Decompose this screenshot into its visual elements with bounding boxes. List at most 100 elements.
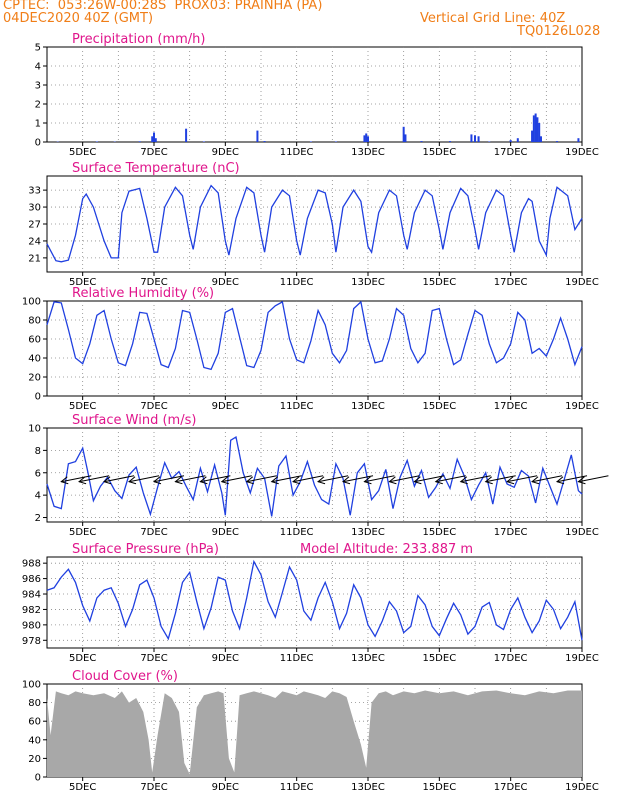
precip-bar	[202, 141, 205, 142]
precip-bar	[334, 141, 337, 142]
precip-bar	[138, 141, 141, 142]
series-line	[46, 435, 583, 517]
precip-bar	[538, 123, 541, 142]
y-tick-label: 27	[28, 220, 41, 231]
x-tick-label: 9DEC	[212, 147, 239, 158]
series-line	[46, 559, 583, 641]
wind-arrow-head	[60, 476, 69, 485]
wind-arrow-head	[220, 476, 229, 485]
panel-title: Relative Humidity (%)	[72, 286, 214, 301]
panel-title: Surface Wind (m/s)	[72, 413, 196, 428]
precip-bar	[539, 136, 542, 142]
x-tick-label: 11DEC	[280, 782, 314, 793]
x-tick-label: 11DEC	[280, 401, 314, 412]
wind-arrow-shaft	[485, 475, 516, 483]
y-tick-label: 4	[35, 62, 41, 73]
precip-bar	[532, 115, 535, 142]
y-tick-label: 984	[22, 590, 41, 601]
wind-arrow-head	[459, 476, 468, 485]
y-tick-label: 21	[28, 253, 41, 264]
x-tick-label: 9DEC	[212, 277, 239, 288]
x-tick-label: 11DEC	[280, 653, 314, 664]
x-tick-label: 7DEC	[140, 147, 167, 158]
y-tick-label: 6	[35, 468, 41, 479]
precip-bar	[531, 130, 534, 142]
y-tick-label: 20	[28, 754, 41, 765]
wind-arrow-head	[531, 476, 540, 485]
y-tick-label: 0	[35, 138, 41, 149]
plot-frame	[46, 46, 583, 143]
y-tick-label: 978	[22, 636, 41, 647]
x-tick-label: 5DEC	[69, 653, 96, 664]
wind-arrow-shaft	[200, 475, 231, 483]
x-tick-label: 17DEC	[494, 147, 528, 158]
wind-arrow-head	[341, 476, 351, 485]
x-tick-label: 7DEC	[140, 527, 167, 538]
x-tick-label: 19DEC	[565, 653, 599, 664]
y-tick-label: 982	[22, 605, 41, 616]
x-tick-label: 11DEC	[280, 527, 314, 538]
wind-arrow-shaft	[460, 475, 491, 483]
wind-arrow-shaft	[79, 475, 110, 483]
wind-arrow-shaft	[389, 475, 420, 483]
precip-bar	[309, 141, 312, 142]
wind-arrow-shaft	[435, 475, 466, 483]
header-station: CPTEC: 053:26W-00:28S PROX03: PRAINHA (P…	[3, 0, 323, 13]
x-tick-label: 19DEC	[565, 147, 599, 158]
wind-arrow-shaft	[556, 475, 588, 483]
x-tick-label: 5DEC	[69, 147, 96, 158]
precip-bar	[477, 136, 480, 142]
precip-bar	[449, 141, 452, 142]
header-model-code: TQ0126L028	[517, 24, 601, 39]
wind-arrow-head	[245, 476, 254, 485]
wind-arrow-shaft	[342, 475, 374, 483]
wind-arrow-head	[103, 476, 112, 485]
wind-arrow-head	[555, 476, 565, 485]
x-tick-label: 7DEC	[140, 782, 167, 793]
x-tick-label: 17DEC	[494, 653, 528, 664]
precip-bar	[470, 134, 473, 142]
panel-title: Cloud Cover (%)	[72, 669, 178, 684]
wind-arrow-shaft	[364, 475, 395, 483]
x-tick-label: 7DEC	[140, 277, 167, 288]
precip-bar	[153, 132, 155, 142]
x-tick-label: 15DEC	[422, 147, 456, 158]
plot-frame	[46, 556, 583, 649]
wind-arrow-shaft	[61, 475, 92, 483]
wind-arrow-shaft	[293, 475, 324, 483]
y-tick-label: 1	[35, 119, 41, 130]
x-tick-label: 19DEC	[565, 782, 599, 793]
wind-arrow-shaft	[317, 475, 349, 483]
wind-arrow-head	[270, 476, 279, 485]
series-line	[46, 184, 583, 263]
wind-arrow-shaft	[507, 475, 538, 483]
x-tick-label: 11DEC	[280, 147, 314, 158]
precip-bar	[474, 135, 476, 142]
panel-annotation: Model Altitude: 233.887 m	[300, 542, 473, 557]
wind-arrow-head	[152, 476, 162, 485]
y-tick-label: 988	[22, 559, 41, 570]
wind-arrow-shaft	[153, 475, 185, 483]
wind-arrow-shaft	[128, 475, 160, 483]
y-tick-label: 30	[28, 203, 41, 214]
wind-arrow-head	[127, 476, 137, 485]
x-tick-label: 13DEC	[351, 782, 385, 793]
y-tick-label: 5	[35, 43, 41, 54]
y-tick-label: 20	[28, 373, 41, 384]
precip-bar	[95, 141, 98, 142]
wind-arrow-shaft	[246, 475, 277, 483]
precip-bar	[488, 141, 491, 142]
x-tick-label: 5DEC	[69, 527, 96, 538]
y-tick-label: 100	[22, 297, 41, 308]
x-tick-label: 19DEC	[565, 527, 599, 538]
precip-bar	[263, 141, 266, 142]
wind-arrow-shaft	[103, 475, 135, 483]
y-tick-label: 80	[28, 698, 41, 709]
panel-title: Surface Pressure (hPa)	[72, 542, 219, 557]
plot-frame	[46, 300, 583, 397]
x-tick-label: 13DEC	[351, 401, 385, 412]
precip-bar	[534, 113, 537, 142]
precip-bar	[256, 130, 259, 142]
cloud-cover-area	[47, 690, 582, 777]
x-tick-label: 9DEC	[212, 401, 239, 412]
